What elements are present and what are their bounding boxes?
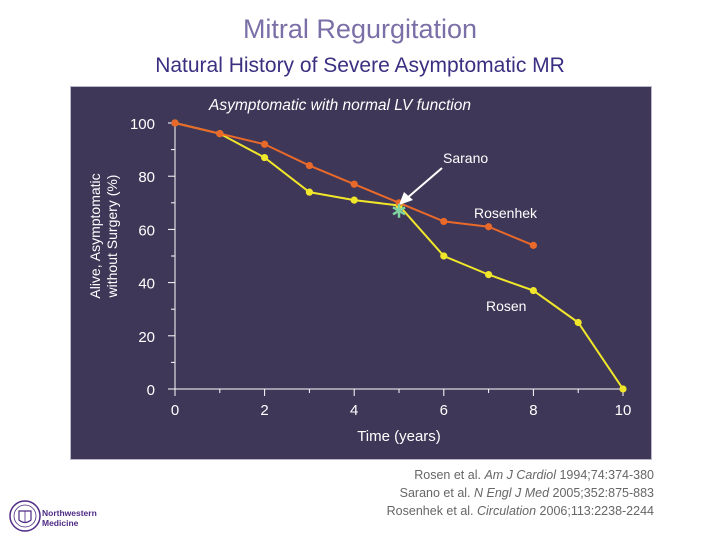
citation-line: Rosen et al. Am J Cardiol 1994;74:374-38…: [414, 468, 654, 482]
series-line-rosen: [174, 122, 624, 390]
data-point-sarano: [216, 130, 224, 138]
data-point-sarano: [485, 223, 493, 231]
data-point-sarano: [171, 119, 179, 127]
x-axis-label: Time (years): [357, 428, 441, 445]
logo-wordmark: Northwestern Medicine: [42, 508, 97, 528]
chart-title: Asymptomatic with normal LV function: [208, 97, 471, 114]
y-tick-label: 100: [130, 116, 155, 133]
y-tick-label: 20: [138, 329, 155, 346]
x-tick-label: 2: [260, 402, 268, 419]
line-chart: 0 20 40 60 80 100 0 2 4 6 8 10 Time (years) Alive, As…: [87, 97, 632, 445]
data-point-rosen: [485, 271, 493, 279]
citation-line: Sarano et al. N Engl J Med 2005;352:875-…: [399, 486, 654, 500]
data-point-sarano: [440, 217, 448, 226]
data-point-sarano: [529, 241, 537, 249]
data-point-rosen: [529, 286, 537, 295]
data-point-sarano: [305, 161, 313, 170]
annotation-arrow-line: [405, 167, 443, 200]
data-point-rosen: [261, 153, 269, 162]
data-point-sarano: [261, 140, 269, 148]
rosenhek-star-marker: [392, 203, 406, 218]
data-point-sarano: [350, 180, 358, 188]
page-title: Mitral Regurgitation: [242, 14, 478, 44]
data-point-rosen: [305, 188, 313, 196]
data-point-rosen: [574, 318, 582, 327]
citation-line: Rosenhek et al. Circulation 2006;113:223…: [386, 504, 654, 518]
data-point-rosen: [619, 385, 627, 393]
star-stroke: [392, 206, 406, 216]
y-tick-label: 0: [147, 382, 155, 399]
annotation-label-rosenhek: Rosenhek: [474, 205, 538, 221]
y-tick-label: 60: [138, 222, 155, 239]
x-tick-label: 0: [171, 402, 179, 419]
chart-frame: [70, 86, 652, 460]
x-tick-label: 10: [615, 402, 632, 419]
y-axis-label-line2: without Surgery (%): [104, 175, 120, 299]
annotation-label-rosen: Rosen: [486, 298, 526, 314]
page-subtitle: Natural History of Severe Asymptomatic M…: [155, 54, 565, 77]
x-tick-label: 4: [350, 402, 358, 419]
y-axis-label: Alive, Asymptomatic: [87, 173, 103, 298]
y-tick-label: 80: [138, 169, 155, 186]
northwestern-logo-icon: [9, 500, 41, 532]
citations: Rosen et al. Am J Cardiol 1994;74:374-38…: [387, 466, 654, 520]
x-tick-label: 8: [529, 402, 537, 419]
annotation-label-sarano: Sarano: [443, 150, 488, 166]
data-point-rosen: [350, 196, 358, 204]
data-point-rosen: [440, 252, 448, 260]
y-tick-label: 40: [138, 276, 155, 293]
x-tick-label: 6: [440, 402, 448, 419]
annotation-arrowhead: [399, 192, 413, 205]
